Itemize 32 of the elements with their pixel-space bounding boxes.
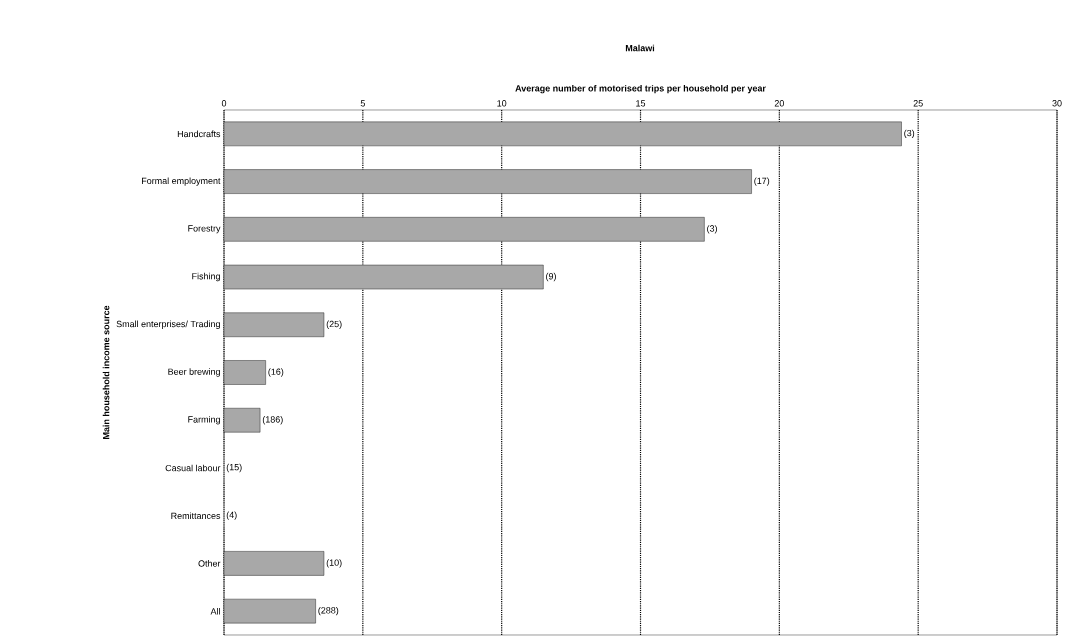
y-tick-label: Casual labour <box>165 464 221 472</box>
annotation: (10) <box>326 559 342 568</box>
annotation: (3) <box>904 129 915 139</box>
x-tick-label: 15 <box>636 100 646 107</box>
y-tick-label: Other <box>198 560 221 567</box>
x-tick-label: 25 <box>913 100 923 107</box>
y-tick-label: Beer brewing <box>168 368 220 377</box>
x-tick-label: 0 <box>221 100 227 107</box>
x-tick-label: 10 <box>497 100 507 107</box>
annotation: (288) <box>318 606 339 616</box>
annotation: (15) <box>226 463 242 473</box>
annotation: (9) <box>546 272 556 282</box>
y-tick-label: All <box>210 607 220 615</box>
x-tick-label: 5 <box>360 100 365 107</box>
x-tick-label: 30 <box>1052 100 1062 107</box>
annotation: (16) <box>268 368 284 377</box>
annotation: (4) <box>226 511 237 520</box>
y-tick-label: Remittances <box>171 512 221 519</box>
y-tick-label: Forestry <box>188 225 221 234</box>
y-axis-title: Main household income source <box>102 305 110 439</box>
y-tick-label: Fishing <box>192 272 220 282</box>
y-tick-label: Farming <box>188 416 220 425</box>
annotation: (3) <box>707 225 717 234</box>
x-tick-label: 20 <box>774 100 784 107</box>
annotation: (186) <box>262 416 283 425</box>
annotation: (25) <box>326 320 342 329</box>
x-axis-title: Average number of motorised trips per household per year <box>515 84 766 94</box>
y-tick-label: Formal employment <box>142 177 221 186</box>
y-tick-label: Handcrafts <box>177 130 221 138</box>
y-tick-label: Small enterprises/ Trading <box>116 320 220 329</box>
chart-title: Malawi <box>625 44 655 52</box>
annotation: (17) <box>754 177 770 186</box>
